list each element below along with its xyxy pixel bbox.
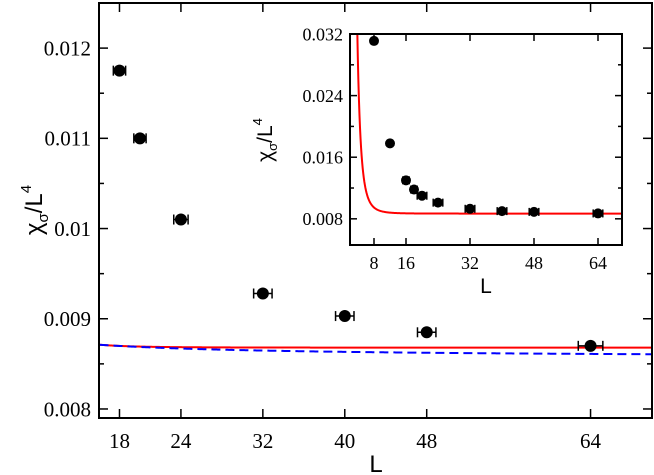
main-curve-fit bbox=[99, 343, 652, 349]
main-plot-frame bbox=[98, 2, 653, 419]
inset-data-point bbox=[528, 206, 540, 217]
main-point-marker bbox=[256, 287, 269, 300]
main-point-marker bbox=[133, 132, 146, 145]
main-x-tick-label: 64 bbox=[580, 429, 602, 453]
main-data-point bbox=[577, 339, 604, 352]
inset-data-point bbox=[464, 203, 476, 214]
main-data-point bbox=[334, 310, 355, 323]
main-data-point bbox=[173, 213, 189, 226]
main-data-point bbox=[252, 287, 273, 300]
main-point-marker bbox=[113, 64, 126, 77]
main-x-axis-title: L bbox=[369, 451, 382, 475]
main-y-axis-title: χσ/L4 bbox=[18, 185, 52, 235]
main-x-tick-label: 18 bbox=[109, 429, 130, 453]
inset-point-marker bbox=[593, 208, 603, 219]
main-data-point bbox=[112, 64, 127, 77]
main-x-tick-label: 40 bbox=[334, 429, 355, 453]
inset-y-axis-title-sup: 4 bbox=[250, 118, 265, 125]
main-data-point bbox=[133, 132, 147, 145]
main-data-point bbox=[416, 326, 437, 339]
main-x-tick-label: 24 bbox=[170, 429, 192, 453]
inset-point-marker bbox=[465, 203, 475, 214]
inset-y-axis-title-sub: σ bbox=[265, 143, 280, 151]
main-y-tick-label: 0.011 bbox=[45, 127, 91, 151]
main-point-marker bbox=[584, 339, 597, 352]
inset-y-tick-label: 0.008 bbox=[303, 209, 344, 229]
main-y-tick-label: 0.01 bbox=[54, 217, 91, 241]
inset-point-marker bbox=[401, 175, 411, 186]
main-y-axis-title-mid: /L bbox=[21, 193, 48, 213]
inset-point-marker bbox=[385, 138, 395, 149]
inset-y-tick-label: 0.016 bbox=[303, 148, 344, 168]
inset-data-point bbox=[432, 197, 444, 208]
inset-y-axis-title-base: χ bbox=[254, 151, 277, 162]
inset-plot-background bbox=[350, 34, 622, 245]
inset-x-tick-label: 8 bbox=[370, 253, 379, 273]
inset-x-axis-title: L bbox=[480, 275, 492, 298]
inset-data-point bbox=[416, 190, 428, 201]
inset-y-axis-title: χσ/L4 bbox=[250, 118, 280, 162]
inset-data-point bbox=[592, 208, 604, 219]
inset-x-tick-label: 16 bbox=[397, 253, 415, 273]
inset-point-marker bbox=[417, 190, 427, 201]
inset-y-tick-label: 0.024 bbox=[303, 86, 344, 106]
inset-x-tick-label: 64 bbox=[589, 253, 607, 273]
inset-data-point bbox=[385, 138, 395, 149]
main-y-tick-label: 0.008 bbox=[44, 397, 91, 421]
main-y-tick-label: 0.012 bbox=[44, 36, 91, 60]
inset-x-tick-label: 32 bbox=[461, 253, 479, 273]
main-point-marker bbox=[338, 310, 351, 323]
inset-plot: 8 16 32 48 64 0.008 0.016 0.024 0.032 L χσ/L4 bbox=[250, 24, 623, 298]
inset-y-tick-label: 0.032 bbox=[303, 24, 344, 44]
main-point-marker bbox=[174, 213, 187, 226]
inset-data-point bbox=[496, 206, 508, 217]
main-y-axis-title-sup: 4 bbox=[18, 185, 35, 193]
inset-point-marker bbox=[433, 197, 443, 208]
main-y-axis-title-base: χ bbox=[21, 222, 48, 235]
inset-point-marker bbox=[497, 206, 507, 217]
main-x-tick-label: 48 bbox=[416, 429, 437, 453]
inset-point-marker bbox=[529, 206, 539, 217]
main-y-tick-label: 0.009 bbox=[44, 307, 91, 331]
main-curve-dashed bbox=[99, 343, 652, 356]
main-y-axis-title-sub: σ bbox=[35, 213, 52, 223]
inset-plot-frame bbox=[349, 33, 623, 246]
inset-curve-fit bbox=[356, 34, 622, 215]
inset-data-point bbox=[401, 175, 411, 186]
inset-y-axis-title-mid: /L bbox=[254, 125, 277, 143]
main-x-tick-label: 32 bbox=[252, 429, 273, 453]
main-point-marker bbox=[420, 326, 433, 339]
inset-x-tick-label: 48 bbox=[525, 253, 543, 273]
